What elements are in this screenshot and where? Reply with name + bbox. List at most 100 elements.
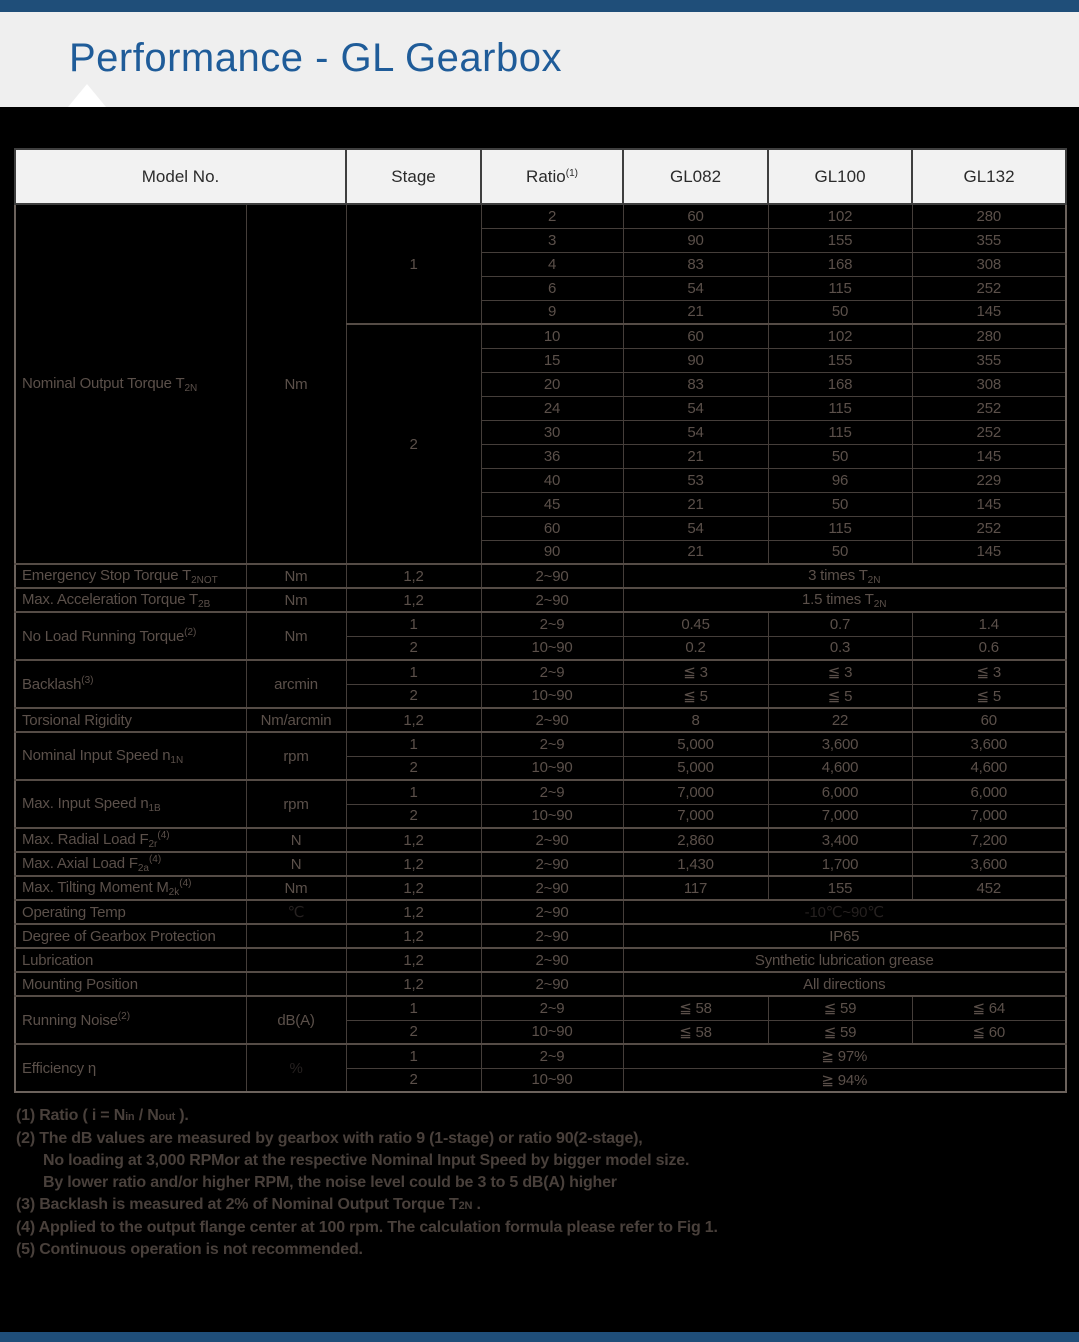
table-row: Nominal Output Torque T2N Nm 1 2 60 102 … [14,203,1067,565]
unit-cell: rpm [245,731,347,781]
stage-cell: 2 [345,1067,482,1093]
value-cell: 7,000 [911,803,1067,829]
stage-cell: 2 [345,1019,482,1045]
value-cell: 3,600 [911,851,1067,877]
row-label-cell: Nominal Input Speed n1N [14,731,247,781]
unit-cell: dB(A) [245,995,347,1045]
value-cell: 60 [911,707,1067,733]
value-cell: 53 [622,467,769,493]
row-label-cell: Degree of Gearbox Protection [14,923,247,949]
value-cell: 22 [767,707,913,733]
value-cell: -10℃~90℃ [622,899,1067,925]
value-cell: ≦ 58 [622,1019,769,1045]
table-row: 4 83 168 308 [15,251,1067,277]
table-row: 2 10~90 5,000 4,600 4,600 [15,755,1067,781]
footnotes: (1) Ratio ( i = Nin / Nout ). (2) The dB… [16,1105,1065,1261]
stage-cell: 1 [345,995,482,1021]
page-title: Performance - GL Gearbox [69,36,562,80]
ratio-cell: 6 [480,275,624,301]
table-row: 2 10 60 102 280 [15,323,1067,565]
footnote-line: No loading at 3,000 RPMor at the respect… [43,1152,690,1169]
value-cell: ≧ 97% [622,1043,1067,1069]
stage-cell: 1 [345,779,482,805]
stage-cell: 1,2 [345,587,482,613]
value-cell: 6,000 [767,779,913,805]
value-cell: 83 [622,371,769,397]
footnote-line: (2) The dB values are measured by gearbo… [16,1130,643,1147]
content-area: Model No. Stage Ratio(1) GL082 GL100 GL1… [0,107,1079,1261]
unit-cell: Nm [245,611,347,661]
footnote-line: By lower ratio and/or higher RPM, the no… [43,1174,617,1191]
stage-cell: 1,2 [345,875,482,901]
value-cell: 145 [911,299,1067,325]
value-cell: 50 [767,539,913,565]
value-cell: 83 [622,251,769,277]
ratio-cell: 3 [480,227,624,253]
value-cell: 355 [911,227,1067,253]
stage-cell: 1 [345,1043,482,1069]
ratio-cell: 2~90 [480,587,624,613]
footnote-line: (5) Continuous operation is not recommen… [16,1241,363,1258]
row-label-cell: Max. Input Speed n1B [14,779,247,829]
unit-cell [245,947,347,973]
ratio-cell: 2~9 [480,659,624,685]
value-cell: IP65 [622,923,1067,949]
stage-cell: 1,2 [345,707,482,733]
value-cell: 90 [622,227,769,253]
triangle-marker [68,84,106,107]
col-header-gl100: GL100 [767,148,914,205]
stage-cell: 1,2 [345,899,482,925]
value-cell: 7,200 [911,827,1067,853]
unit-cell: Nm [245,587,347,613]
ratio-cell: 2~90 [480,707,624,733]
row-label-cell: Backlash(3) [14,659,247,709]
ratio-cell: 60 [480,515,624,541]
value-cell: 155 [767,227,913,253]
ratio-cell: 2~90 [480,851,624,877]
value-cell: 5,000 [622,731,769,757]
table-row: Backlash(3) arcmin 1 2~9 ≦ 3 ≦ 3 ≦ 3 [14,659,1067,709]
ratio-cell: 9 [480,299,624,325]
table-row: 2 10~90 7,000 7,000 7,000 [15,803,1067,829]
col-header-ratio: Ratio(1) [480,148,625,205]
value-cell: 0.7 [767,611,913,637]
value-cell: 280 [911,203,1067,229]
value-cell: ≦ 59 [767,1019,913,1045]
value-cell: 96 [767,467,913,493]
table-row: Max. Radial Load F2r(4) N 1,2 2~90 2,860… [14,827,1067,853]
value-cell: ≦ 58 [622,995,769,1021]
ratio-cell: 4 [480,251,624,277]
value-cell: ≦ 5 [911,683,1067,709]
unit-cell [245,923,347,949]
value-cell: 8 [622,707,769,733]
unit-cell: % [245,1043,347,1093]
unit-cell: Nm/arcmin [245,707,347,733]
table-row: 15 90 155 355 [15,347,1067,373]
value-cell: 50 [767,443,913,469]
ratio-cell: 10~90 [480,683,624,709]
value-cell: 3,600 [911,731,1067,757]
table-row: No Load Running Torque(2) Nm 1 2~9 0.45 … [14,611,1067,661]
ratio-cell: 10~90 [480,1019,624,1045]
bottom-accent-bar [0,1332,1079,1342]
value-cell: 54 [622,275,769,301]
value-cell: 4,600 [911,755,1067,781]
value-cell: 7,000 [622,779,769,805]
value-cell: 21 [622,491,769,517]
ratio-cell: 90 [480,539,624,565]
table-row: 9 21 50 145 [15,299,1067,325]
row-label-cell: Efficiency η [14,1043,247,1093]
value-cell: 252 [911,419,1067,445]
stage-cell: 2 [345,683,482,709]
col-header-gl132: GL132 [911,148,1068,205]
value-cell: 7,000 [767,803,913,829]
ratio-cell: 30 [480,419,624,445]
footnote-line: (1) Ratio ( i = Nin / Nout ). [16,1107,189,1124]
value-cell: 155 [767,347,913,373]
ratio-cell: 10 [480,323,624,349]
table-row: 6 54 115 252 [15,275,1067,301]
value-cell: 1.5 times T2N [622,587,1067,613]
value-cell: 54 [622,395,769,421]
value-cell: 54 [622,515,769,541]
stage-cell: 1,2 [345,851,482,877]
